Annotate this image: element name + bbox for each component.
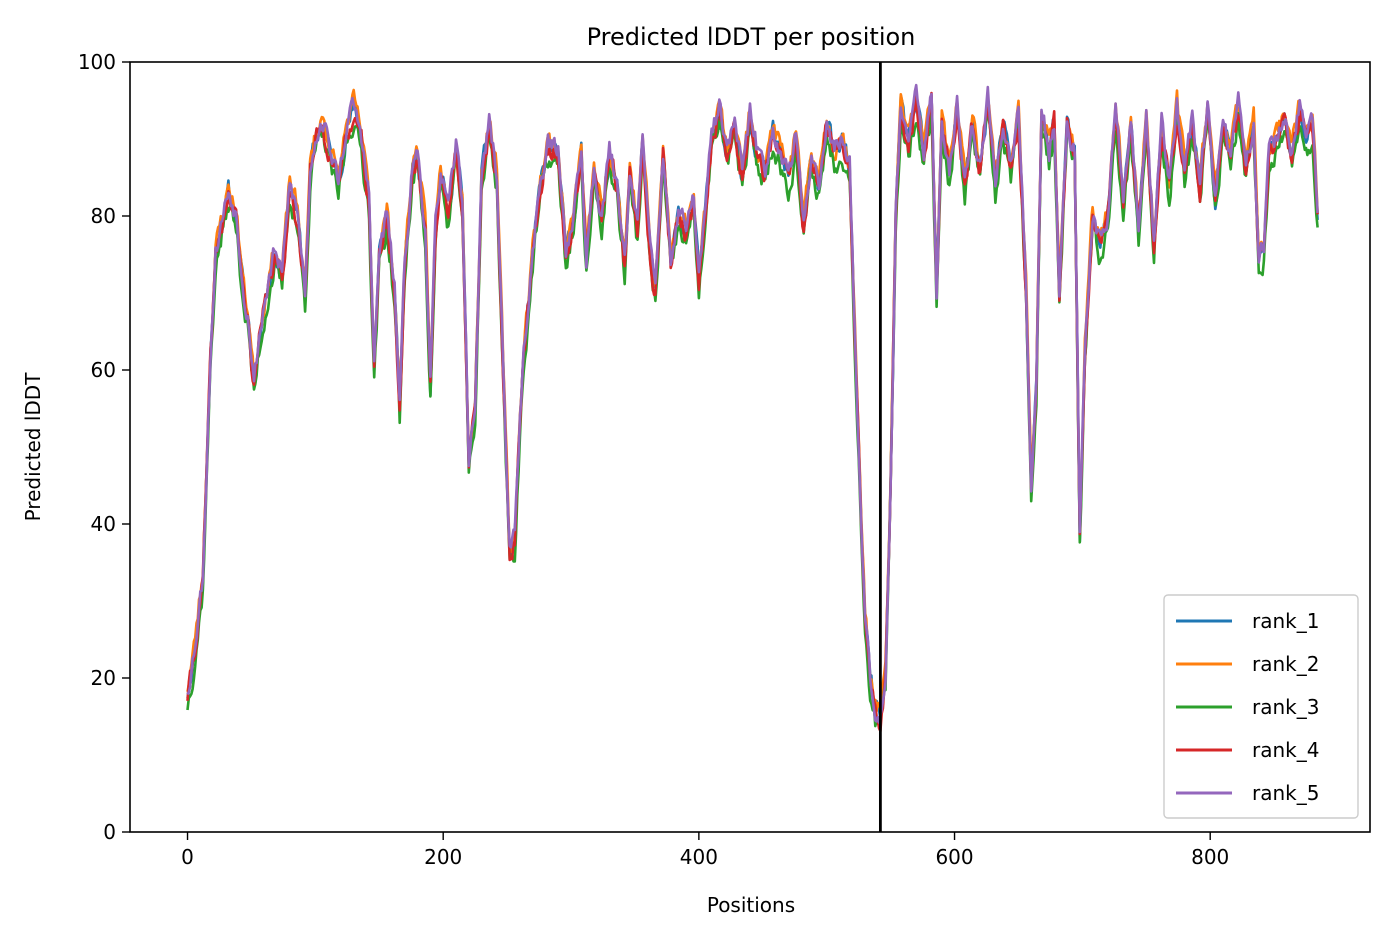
legend-label: rank_3 bbox=[1252, 695, 1319, 719]
x-tick-label: 600 bbox=[935, 845, 973, 869]
x-tick-label: 800 bbox=[1191, 845, 1229, 869]
y-tick-label: 0 bbox=[103, 820, 116, 844]
plot-frame bbox=[129, 61, 1371, 833]
legend: rank_1 rank_2 rank_3 rank_4 rank_5 bbox=[1163, 594, 1359, 819]
y-tick-label: 40 bbox=[91, 512, 116, 536]
x-tick-label: 0 bbox=[181, 845, 194, 869]
y-tick-label: 20 bbox=[91, 666, 116, 690]
y-tick-label: 60 bbox=[91, 358, 116, 382]
legend-box bbox=[1163, 594, 1359, 819]
y-tick-label: 80 bbox=[91, 204, 116, 228]
legend-label: rank_5 bbox=[1252, 781, 1319, 805]
x-tick-label: 200 bbox=[424, 845, 462, 869]
x-axis: 0 200 400 600 800 bbox=[181, 832, 1229, 869]
chart-title: Predicted lDDT per position bbox=[587, 23, 916, 51]
series-line-rank_2 bbox=[186, 88, 1319, 713]
x-tick-label: 400 bbox=[680, 845, 718, 869]
legend-label: rank_4 bbox=[1252, 738, 1319, 762]
y-axis-label: Predicted lDDT bbox=[21, 372, 45, 522]
series-line-rank_4 bbox=[186, 91, 1319, 733]
series-line-rank_5 bbox=[186, 83, 1319, 724]
x-axis-label: Positions bbox=[707, 893, 795, 917]
y-tick-label: 100 bbox=[78, 50, 116, 74]
legend-label: rank_1 bbox=[1252, 609, 1319, 633]
legend-label: rank_2 bbox=[1252, 652, 1319, 676]
series-line-rank_3 bbox=[186, 108, 1319, 728]
y-axis: 0 20 40 60 80 100 bbox=[78, 50, 130, 844]
series-line-rank_1 bbox=[186, 94, 1319, 720]
plot-lines bbox=[186, 83, 1319, 733]
